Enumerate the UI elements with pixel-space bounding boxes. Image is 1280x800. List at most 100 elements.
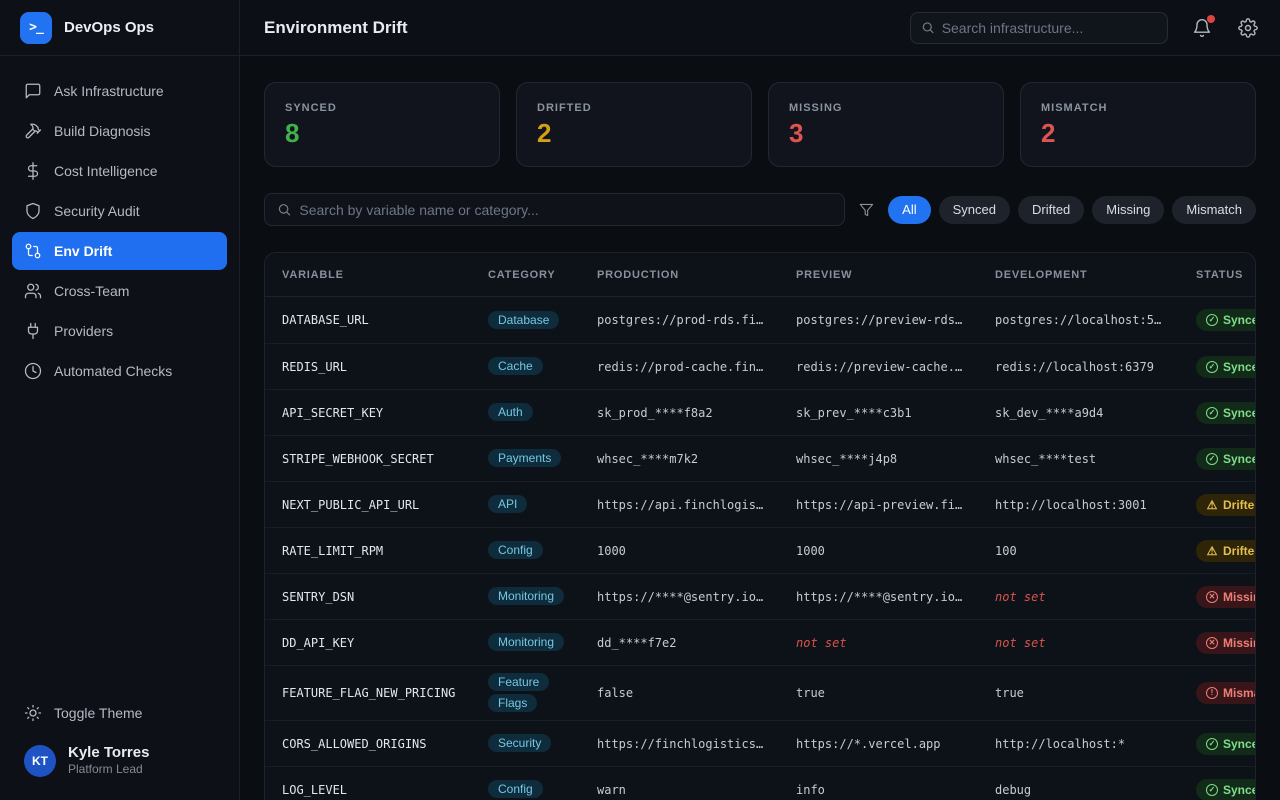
- table-row[interactable]: CORS_ALLOWED_ORIGINS Security https://fi…: [265, 720, 1255, 766]
- status-label: Missing: [1223, 635, 1255, 650]
- sidebar-item-security-audit[interactable]: Security Audit: [12, 192, 227, 230]
- brand: >_ DevOps Ops: [0, 0, 239, 56]
- chip-all[interactable]: All: [888, 195, 931, 224]
- table-row[interactable]: RATE_LIMIT_RPM Config 1000 1000 100 ⚠ Dr…: [265, 527, 1255, 573]
- table-row[interactable]: DATABASE_URL Database postgres://prod-rd…: [265, 297, 1255, 343]
- sidebar-bottom: Toggle Theme KT Kyle Torres Platform Lea…: [0, 694, 239, 800]
- category-badge: Database: [488, 310, 560, 329]
- preview-value: 1000: [796, 543, 825, 558]
- production-value: whsec_****m7k2: [597, 451, 699, 466]
- page-title: Environment Drift: [264, 17, 408, 37]
- sidebar: >_ DevOps Ops Ask Infrastructure Build D…: [0, 0, 240, 800]
- category-badge: API: [488, 495, 528, 513]
- status-label: Synced: [1223, 313, 1255, 327]
- check-circle-icon: ✓: [1206, 737, 1218, 750]
- variable-name: DATABASE_URL: [282, 313, 369, 327]
- column-header-status: STATUS: [1196, 268, 1244, 281]
- development-value: redis://localhost:6379: [995, 359, 1154, 374]
- sidebar-item-cross-team[interactable]: Cross-Team: [12, 272, 227, 310]
- header-search: [910, 11, 1168, 44]
- preview-value: https://****@sentry.io…: [796, 589, 963, 604]
- notifications-button[interactable]: [1190, 14, 1215, 40]
- stat-card-drifted: DRIFTED 2: [516, 82, 752, 167]
- check-circle-icon: ✓: [1206, 406, 1218, 419]
- status-badge: ✕ Missing: [1196, 631, 1255, 654]
- table-row[interactable]: DD_API_KEY Monitoring dd_****f7e2 not se…: [265, 619, 1255, 665]
- development-value: http://localhost:*: [995, 736, 1126, 751]
- header-search-input[interactable]: [941, 19, 1157, 36]
- chip-synced[interactable]: Synced: [938, 195, 1010, 224]
- preview-value: whsec_****j4p8: [796, 451, 898, 466]
- git-compare-icon: [25, 243, 41, 259]
- chip-mismatch[interactable]: Mismatch: [1172, 195, 1256, 224]
- table-row[interactable]: LOG_LEVEL Config warn info debug ✓ Synce…: [265, 766, 1255, 800]
- clock-icon: [24, 362, 42, 380]
- variable-search-input[interactable]: [299, 201, 833, 218]
- chip-drifted[interactable]: Drifted: [1018, 195, 1085, 224]
- variable-name: FEATURE_FLAG_NEW_PRICING: [282, 686, 456, 700]
- filter-chips: All Synced Drifted Missing Mismatch: [888, 195, 1256, 224]
- check-circle-icon: ✓: [1206, 360, 1218, 373]
- check-circle-icon: ✓: [1206, 783, 1218, 796]
- table-row[interactable]: FEATURE_FLAG_NEW_PRICING Feature Flags f…: [265, 665, 1255, 720]
- category-badge: Feature Flags: [488, 673, 550, 712]
- table-row[interactable]: STRIPE_WEBHOOK_SECRET Payments whsec_***…: [265, 435, 1255, 481]
- development-value: not set: [995, 635, 1046, 650]
- production-value: https://finchlogistics…: [597, 736, 764, 751]
- category-badge: Security: [488, 734, 552, 752]
- variable-name: API_SECRET_KEY: [282, 405, 384, 420]
- variable-name: CORS_ALLOWED_ORIGINS: [282, 736, 427, 751]
- table-row[interactable]: REDIS_URL Cache redis://prod-cache.fin… …: [265, 343, 1255, 389]
- category-badge: Payments: [488, 449, 562, 467]
- category-badge: Auth: [488, 403, 533, 421]
- variable-name: LOG_LEVEL: [282, 782, 348, 797]
- production-value: https://****@sentry.io…: [597, 589, 764, 604]
- stats-row: SYNCED 8 DRIFTED 2 MISSING 3 MISMATCH 2: [264, 82, 1256, 167]
- toggle-theme-label: Toggle Theme: [54, 705, 143, 722]
- category-badge: Config: [488, 780, 543, 798]
- sidebar-item-label: Build Diagnosis: [54, 123, 151, 139]
- preview-value: https://*.vercel.app: [796, 736, 941, 751]
- table-row[interactable]: API_SECRET_KEY Auth sk_prod_****f8a2 sk_…: [265, 389, 1255, 435]
- gear-icon: [1238, 17, 1258, 38]
- table-row[interactable]: NEXT_PUBLIC_API_URL API https://api.finc…: [265, 481, 1255, 527]
- table-search: [264, 193, 846, 226]
- bell-icon: [1193, 18, 1211, 37]
- table-header-row: VARIABLE CATEGORY PRODUCTION PREVIEW DEV…: [265, 253, 1255, 297]
- sidebar-item-automated-checks[interactable]: Automated Checks: [12, 352, 227, 390]
- column-header-category: CATEGORY: [488, 268, 556, 281]
- stat-label: MISMATCH: [1041, 102, 1108, 114]
- status-label: Drifted: [1223, 497, 1255, 512]
- chip-missing[interactable]: Missing: [1092, 195, 1165, 224]
- users-icon: [24, 283, 42, 299]
- notification-dot: [1207, 14, 1215, 23]
- preview-value: postgres://preview-rds…: [796, 313, 963, 327]
- stat-card-missing: MISSING 3: [768, 82, 1004, 167]
- sidebar-item-ask-infrastructure[interactable]: Ask Infrastructure: [12, 72, 227, 110]
- stat-value: 2: [1041, 118, 1056, 148]
- x-circle-icon: ✕: [1206, 636, 1218, 649]
- sidebar-item-env-drift[interactable]: Env Drift: [12, 232, 227, 270]
- plug-icon: [27, 322, 39, 340]
- status-badge: ⚠ Drifted: [1196, 493, 1255, 516]
- terminal-logo-icon: >_: [20, 11, 52, 44]
- sidebar-item-label: Security Audit: [54, 203, 140, 219]
- stat-card-synced: SYNCED 8: [264, 82, 500, 167]
- status-label: Synced: [1223, 451, 1255, 466]
- dollar-icon: [27, 162, 39, 180]
- sidebar-item-cost-intelligence[interactable]: Cost Intelligence: [12, 152, 227, 190]
- sidebar-item-build-diagnosis[interactable]: Build Diagnosis: [12, 112, 227, 150]
- status-label: Missing: [1223, 589, 1255, 604]
- development-value: whsec_****test: [995, 451, 1097, 466]
- sidebar-item-label: Automated Checks: [54, 363, 173, 379]
- development-value: debug: [995, 782, 1032, 797]
- sidebar-item-label: Providers: [54, 323, 114, 339]
- table-row[interactable]: SENTRY_DSN Monitoring https://****@sentr…: [265, 573, 1255, 619]
- variable-name: SENTRY_DSN: [282, 589, 355, 604]
- column-header-preview: PREVIEW: [796, 268, 853, 281]
- toggle-theme-button[interactable]: Toggle Theme: [0, 694, 239, 732]
- settings-button[interactable]: [1236, 16, 1260, 40]
- sidebar-item-providers[interactable]: Providers: [12, 312, 227, 350]
- user-role: Platform Lead: [68, 762, 143, 777]
- user-profile[interactable]: KT Kyle Torres Platform Lead: [0, 732, 239, 778]
